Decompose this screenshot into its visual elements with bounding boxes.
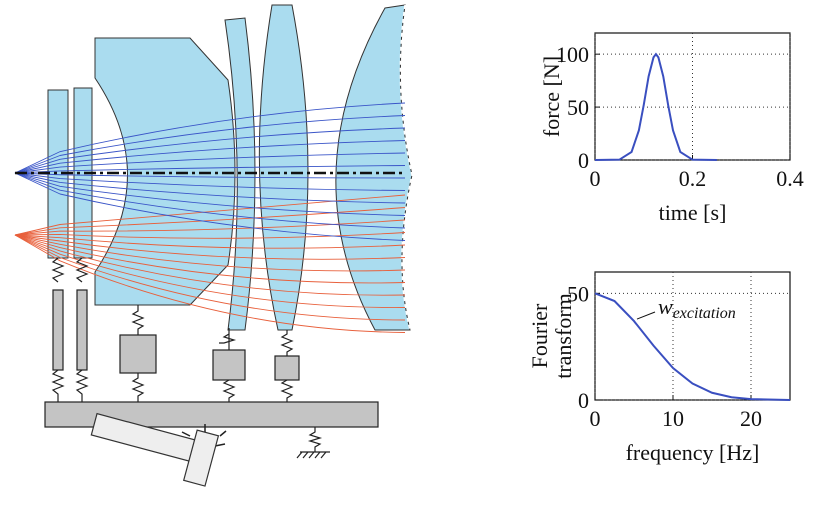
ray	[14, 172, 406, 216]
y-axis-label: Fourier	[527, 303, 552, 368]
rays	[14, 102, 406, 333]
y-axis-label: transform	[551, 293, 576, 379]
spring	[219, 328, 237, 350]
y-tick-label: 50	[567, 95, 589, 120]
x-tick-label: 0	[590, 406, 601, 431]
lens	[335, 4, 413, 331]
plot-frame	[594, 271, 791, 401]
ray	[14, 172, 406, 179]
ray	[14, 194, 406, 236]
annotation-text: w	[658, 294, 673, 319]
ray	[14, 172, 406, 204]
spring	[131, 373, 145, 402]
ray	[14, 115, 406, 174]
ray	[14, 165, 406, 174]
ray	[14, 219, 406, 236]
ray	[14, 234, 406, 333]
spring	[51, 257, 89, 283]
x-axis-label: time [s]	[659, 200, 727, 225]
y-tick-label: 0	[578, 388, 589, 413]
y-axis-label: force [N]	[539, 56, 564, 137]
annotation-pointer	[636, 311, 656, 320]
ray	[14, 234, 406, 260]
ray	[14, 234, 406, 296]
mass	[52, 289, 64, 371]
ray	[14, 102, 406, 174]
ray	[14, 234, 406, 249]
plot-frame	[594, 32, 791, 161]
x-tick-label: 10	[662, 406, 684, 431]
ray	[14, 207, 406, 236]
ground-spring	[296, 427, 330, 459]
dashed-edge	[399, 4, 413, 331]
y-tick-label: 0	[578, 148, 589, 173]
x-tick-label: 0.4	[776, 166, 804, 191]
x-tick-label: 0.2	[679, 166, 707, 191]
optical-diagram	[14, 4, 413, 487]
ray	[14, 234, 406, 272]
ray	[14, 232, 406, 239]
spring	[131, 305, 145, 335]
ray	[14, 172, 406, 229]
mass	[76, 289, 88, 371]
hammer-head	[182, 429, 220, 487]
annotation-subscript: excitation	[673, 305, 736, 322]
x-axis-label: frequency [Hz]	[626, 440, 760, 465]
x-tick-label: 0	[590, 166, 601, 191]
ray	[14, 152, 406, 174]
mass	[119, 334, 157, 374]
ray	[14, 234, 406, 284]
impact-lines	[181, 424, 227, 447]
ray	[14, 234, 406, 321]
spring	[280, 330, 294, 356]
spring	[51, 369, 89, 402]
data-line	[594, 52, 717, 161]
lens	[258, 4, 309, 331]
data-line	[594, 292, 791, 401]
ray	[14, 172, 406, 191]
ray	[14, 234, 406, 308]
hammer	[90, 412, 220, 487]
ray	[14, 172, 406, 241]
ray	[14, 140, 406, 174]
mass	[212, 349, 246, 381]
spring	[222, 379, 236, 402]
y-tick-label: 100	[556, 42, 589, 67]
spring	[280, 379, 294, 402]
mass	[274, 355, 300, 381]
annotation: wexcitation	[658, 294, 736, 322]
x-tick-label: 20	[740, 406, 762, 431]
ray	[14, 127, 406, 174]
y-tick-label: 50	[567, 281, 589, 306]
